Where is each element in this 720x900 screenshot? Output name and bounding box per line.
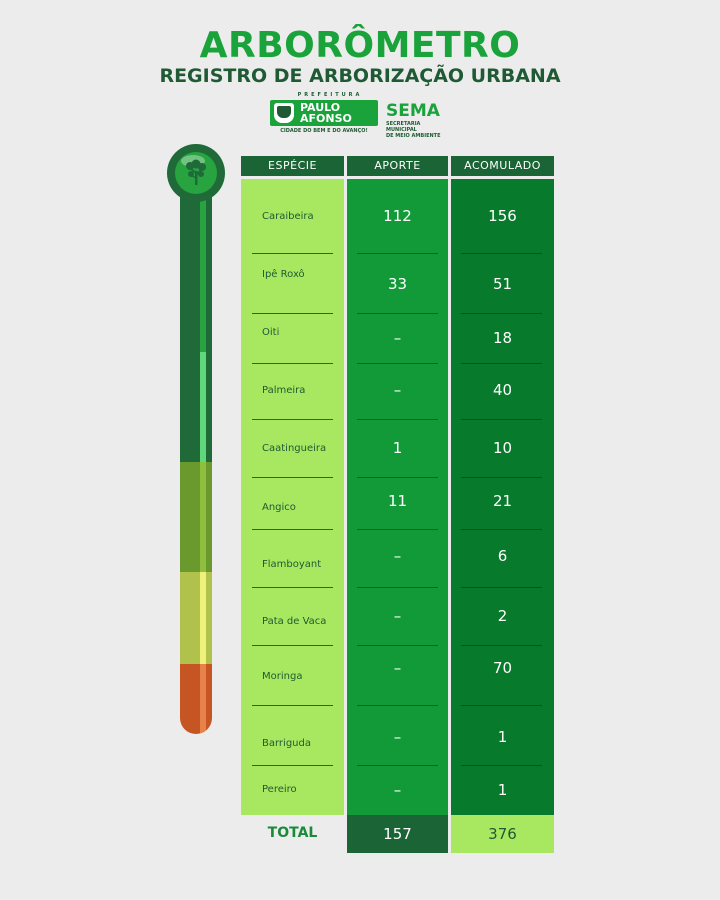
row-aporte: – bbox=[393, 329, 402, 347]
row-aporte: – bbox=[393, 381, 402, 399]
thermometer-segment-orange bbox=[180, 664, 212, 734]
column-especie bbox=[241, 179, 344, 815]
row-divider bbox=[461, 313, 542, 314]
prefeitura-label: PREFEITURA bbox=[297, 92, 363, 98]
city-slogan: CIDADE DO BEM E DO AVANÇO! bbox=[280, 128, 368, 134]
row-acumulado: 10 bbox=[492, 439, 513, 457]
row-aporte: 33 bbox=[387, 275, 408, 293]
row-acumulado: 51 bbox=[492, 275, 513, 293]
row-divider bbox=[357, 529, 438, 530]
row-divider bbox=[357, 477, 438, 478]
row-especie: Barriguda bbox=[262, 738, 311, 749]
total-acumulado: 376 bbox=[451, 815, 554, 853]
row-acumulado: 1 bbox=[497, 728, 508, 746]
sema-subtitle-line-2: DE MEIO AMBIENTE bbox=[386, 133, 441, 139]
row-acumulado: 6 bbox=[497, 547, 508, 565]
row-divider bbox=[357, 313, 438, 314]
row-divider bbox=[252, 529, 333, 530]
row-divider bbox=[461, 587, 542, 588]
sema-subtitle: SECRETARIA MUNICIPAL DE MEIO AMBIENTE bbox=[386, 121, 452, 139]
row-divider bbox=[252, 419, 333, 420]
page-title: ARBORÔMETRO bbox=[199, 25, 521, 66]
header-especie: ESPÉCIE bbox=[241, 156, 344, 176]
row-especie: Angico bbox=[262, 502, 296, 513]
row-aporte: 112 bbox=[383, 207, 412, 225]
row-divider bbox=[461, 645, 542, 646]
arborization-table: ESPÉCIE APORTE ACOMULADO Caraibeira 112 … bbox=[241, 156, 554, 856]
row-especie: Oiti bbox=[262, 327, 280, 338]
row-especie: Pereiro bbox=[262, 784, 297, 795]
row-aporte: – bbox=[393, 547, 402, 565]
row-divider bbox=[252, 587, 333, 588]
row-acumulado: 156 bbox=[488, 207, 517, 225]
city-name: PAULO AFONSO bbox=[300, 102, 376, 124]
total-label: TOTAL bbox=[267, 825, 318, 841]
row-aporte: 11 bbox=[387, 492, 408, 510]
thermometer-tube bbox=[180, 196, 212, 734]
sema-logo: SEMA bbox=[386, 101, 440, 121]
thermometer-segment-green-light bbox=[180, 352, 212, 462]
city-name-line-1: PAULO bbox=[300, 101, 341, 114]
row-aporte: 1 bbox=[392, 439, 403, 457]
row-aporte: – bbox=[393, 659, 402, 677]
row-especie: Moringa bbox=[262, 671, 303, 682]
page-subtitle: REGISTRO DE ARBORIZAÇÃO URBANA bbox=[159, 65, 561, 87]
row-divider bbox=[461, 529, 542, 530]
row-divider bbox=[252, 313, 333, 314]
row-especie: Flamboyant bbox=[262, 559, 322, 570]
header-acumulado: ACOMULADO bbox=[451, 156, 554, 176]
row-especie: Pata de Vaca bbox=[262, 616, 327, 627]
header-aporte: APORTE bbox=[347, 156, 448, 176]
column-acumulado bbox=[451, 179, 554, 815]
row-divider bbox=[252, 253, 333, 254]
thermometer-bulb bbox=[167, 144, 225, 202]
row-divider bbox=[252, 645, 333, 646]
sema-subtitle-line-1: SECRETARIA MUNICIPAL bbox=[386, 121, 421, 133]
row-divider bbox=[357, 363, 438, 364]
row-divider bbox=[461, 419, 542, 420]
total-aporte: 157 bbox=[347, 815, 448, 853]
row-divider bbox=[461, 253, 542, 254]
city-crest-icon bbox=[274, 103, 294, 123]
row-divider bbox=[357, 705, 438, 706]
row-especie: Caraibeira bbox=[262, 211, 314, 222]
row-aporte: – bbox=[393, 781, 402, 799]
tree-icon bbox=[186, 159, 206, 185]
city-name-line-2: AFONSO bbox=[300, 112, 352, 125]
row-divider bbox=[357, 587, 438, 588]
row-divider bbox=[252, 765, 333, 766]
row-divider bbox=[357, 419, 438, 420]
thermometer-segment-yellow bbox=[180, 572, 212, 664]
row-acumulado: 70 bbox=[492, 659, 513, 677]
thermometer-segment-olive bbox=[180, 462, 212, 572]
row-acumulado: 21 bbox=[492, 492, 513, 510]
logos: PREFEITURA PAULO AFONSO CIDADE DO BEM E … bbox=[270, 92, 460, 140]
row-acumulado: 2 bbox=[497, 607, 508, 625]
row-divider bbox=[252, 705, 333, 706]
row-divider bbox=[461, 477, 542, 478]
row-especie: Caatingueira bbox=[262, 443, 327, 454]
row-especie: Palmeira bbox=[262, 385, 306, 396]
row-especie: Ipê Roxô bbox=[262, 269, 305, 280]
row-acumulado: 18 bbox=[492, 329, 513, 347]
row-divider bbox=[357, 765, 438, 766]
paulo-afonso-logo: PAULO AFONSO bbox=[270, 100, 378, 126]
row-acumulado: 40 bbox=[492, 381, 513, 399]
row-aporte: – bbox=[393, 607, 402, 625]
row-divider bbox=[357, 645, 438, 646]
row-divider bbox=[461, 765, 542, 766]
row-divider bbox=[461, 363, 542, 364]
column-aporte bbox=[347, 179, 448, 815]
row-aporte: – bbox=[393, 728, 402, 746]
row-divider bbox=[357, 253, 438, 254]
row-divider bbox=[252, 477, 333, 478]
row-divider bbox=[252, 363, 333, 364]
row-acumulado: 1 bbox=[497, 781, 508, 799]
row-divider bbox=[461, 705, 542, 706]
